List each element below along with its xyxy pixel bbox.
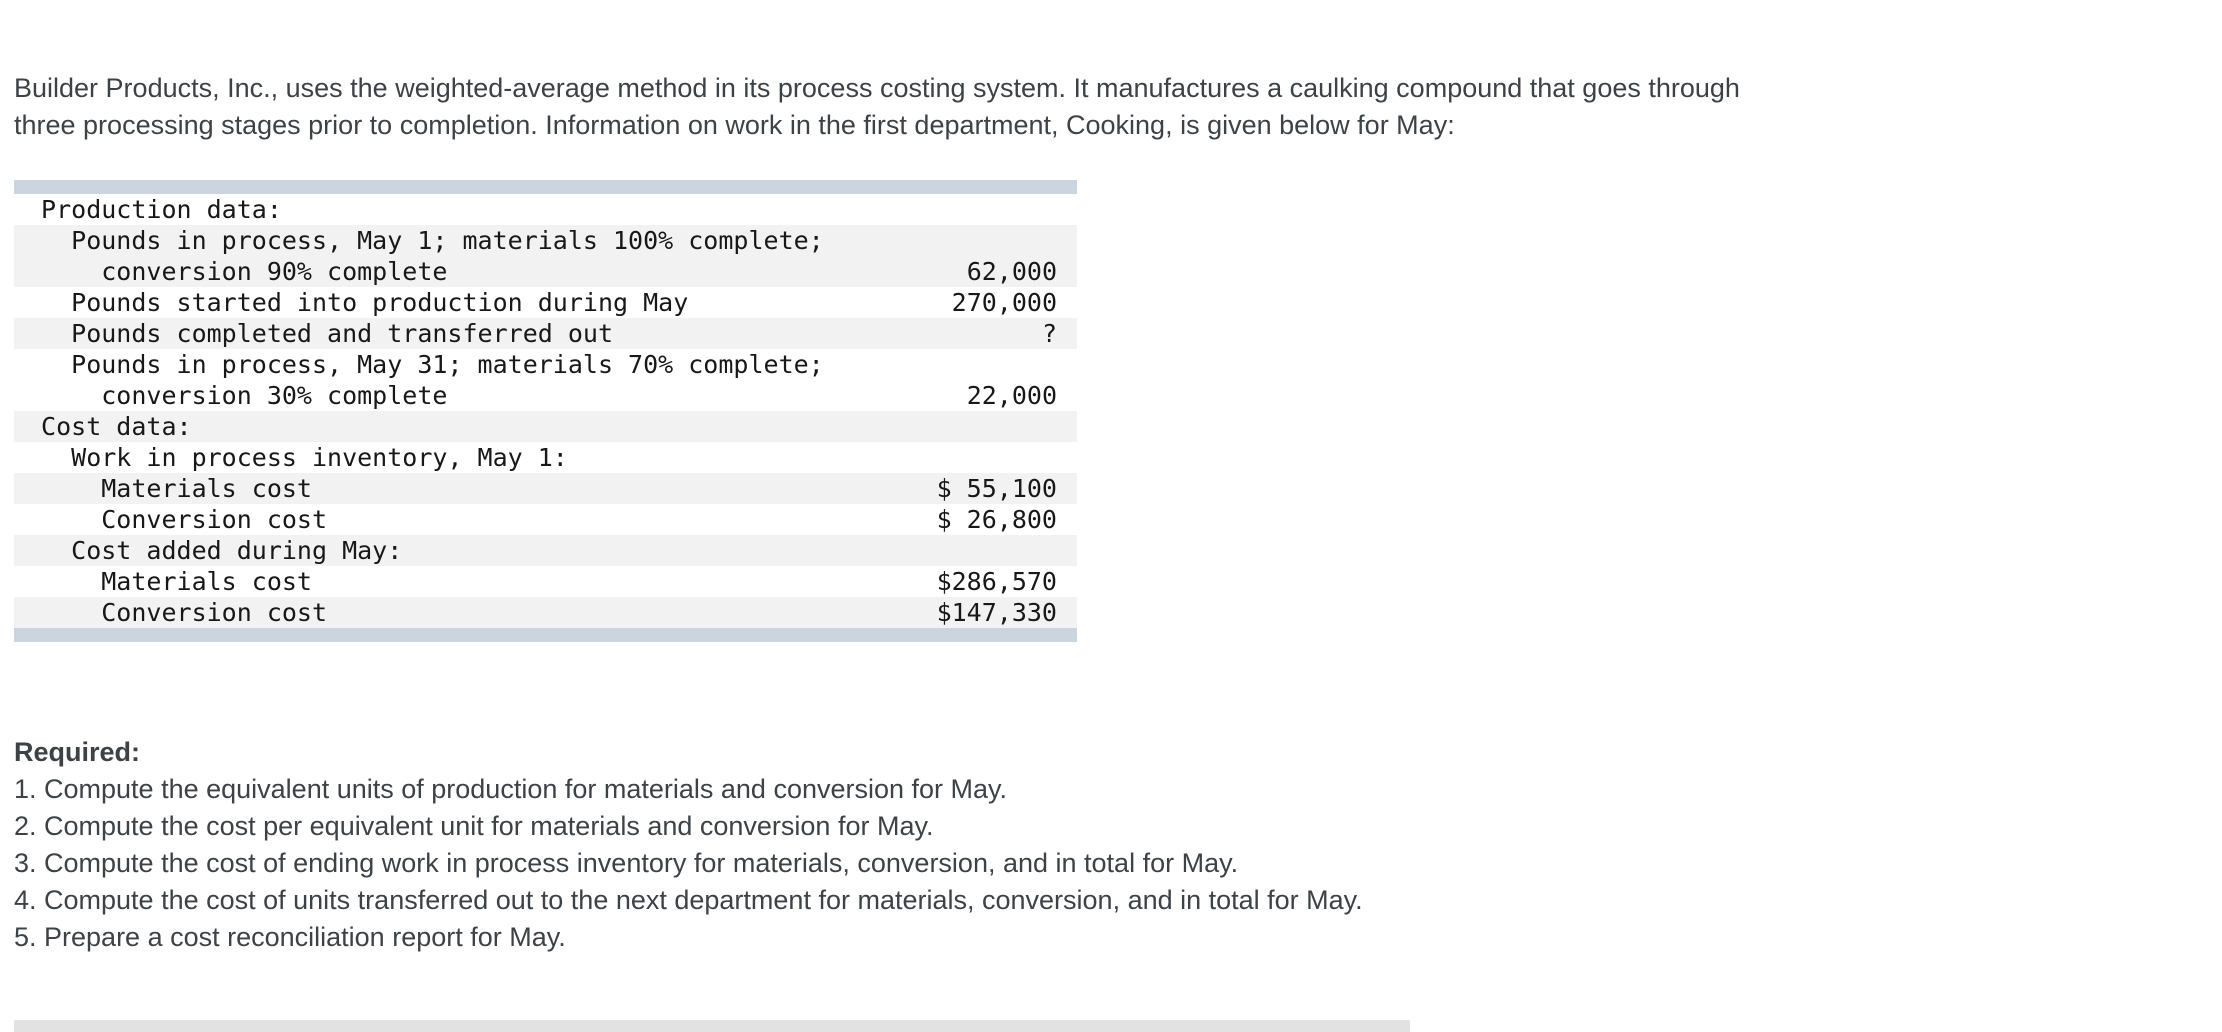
required-item: 2. Compute the cost per equivalent unit … [14,811,934,841]
table-line-label: Production data: [26,195,282,224]
table-line: Cost data: [14,411,1077,442]
table-line: Materials cost $286,570 [14,566,1077,597]
table-line-label: Pounds in process, May 1; materials 100%… [26,226,824,255]
table-line-value [568,442,1077,473]
table-top-bar [14,180,1077,194]
table-line-value [402,535,1077,566]
table-line: Pounds in process, May 31; materials 70%… [14,349,1077,380]
required-item: 1. Compute the equivalent units of produ… [14,774,1008,804]
table-line: conversion 30% complete 22,000 [14,380,1077,411]
section-divider-bar [14,1020,1410,1032]
table-line-label: Cost data: [26,412,192,441]
production-cost-table: Production data: Pounds in process, May … [14,180,1077,642]
table-line-label: conversion 30% complete [26,381,448,410]
table-line-label: Conversion cost [26,598,328,627]
table-line: Cost added during May: [14,535,1077,566]
table-line: Pounds started into production during Ma… [14,287,1077,318]
table-line-label: Cost added during May: [26,536,403,565]
table-line: Pounds completed and transferred out ? [14,318,1077,349]
table-line-label: Materials cost [26,474,312,503]
table-line-value: 22,000 [966,381,1057,410]
required-item: 5. Prepare a cost reconciliation report … [14,922,566,952]
table-line-label: conversion 90% complete [26,257,448,286]
required-item: 3. Compute the cost of ending work in pr… [14,848,1239,878]
table-line-label: Work in process inventory, May 1: [26,443,568,472]
table-line: Materials cost $ 55,100 [14,473,1077,504]
table-line: Work in process inventory, May 1: [14,442,1077,473]
table-line: conversion 90% complete 62,000 [14,256,1077,287]
table-line-value [192,411,1077,442]
table-line-label: Pounds completed and transferred out [26,319,613,348]
table-bottom-bar [14,628,1077,642]
table-line: Production data: [14,194,1077,225]
table-line-value: 62,000 [966,257,1057,286]
required-heading: Required: [14,737,141,767]
intro-paragraph: Builder Products, Inc., uses the weighte… [14,73,1740,140]
table-line-value [824,349,1077,380]
table-line-label: Materials cost [26,567,312,596]
table-line-label: Pounds in process, May 31; materials 70%… [26,350,824,379]
table-line-value: ? [1041,319,1057,348]
table-line-value [824,225,1077,256]
table-line-value: $ 26,800 [936,505,1057,534]
table-line-value: $ 55,100 [936,474,1057,503]
table-line-label: Conversion cost [26,505,328,534]
table-line: Conversion cost $147,330 [14,597,1077,628]
table-line: Pounds in process, May 1; materials 100%… [14,225,1077,256]
table-line-value: $286,570 [936,567,1057,596]
required-item: 4. Compute the cost of units transferred… [14,885,1363,915]
table-line-label: Pounds started into production during Ma… [26,288,689,317]
required-section: Required: 1. Compute the equivalent unit… [14,734,2222,956]
table-line-value [282,194,1077,225]
problem-page: Builder Products, Inc., uses the weighte… [14,73,2222,956]
table-line-value: 270,000 [951,288,1057,317]
table-line: Conversion cost $ 26,800 [14,504,1077,535]
table-line-value: $147,330 [936,598,1057,627]
